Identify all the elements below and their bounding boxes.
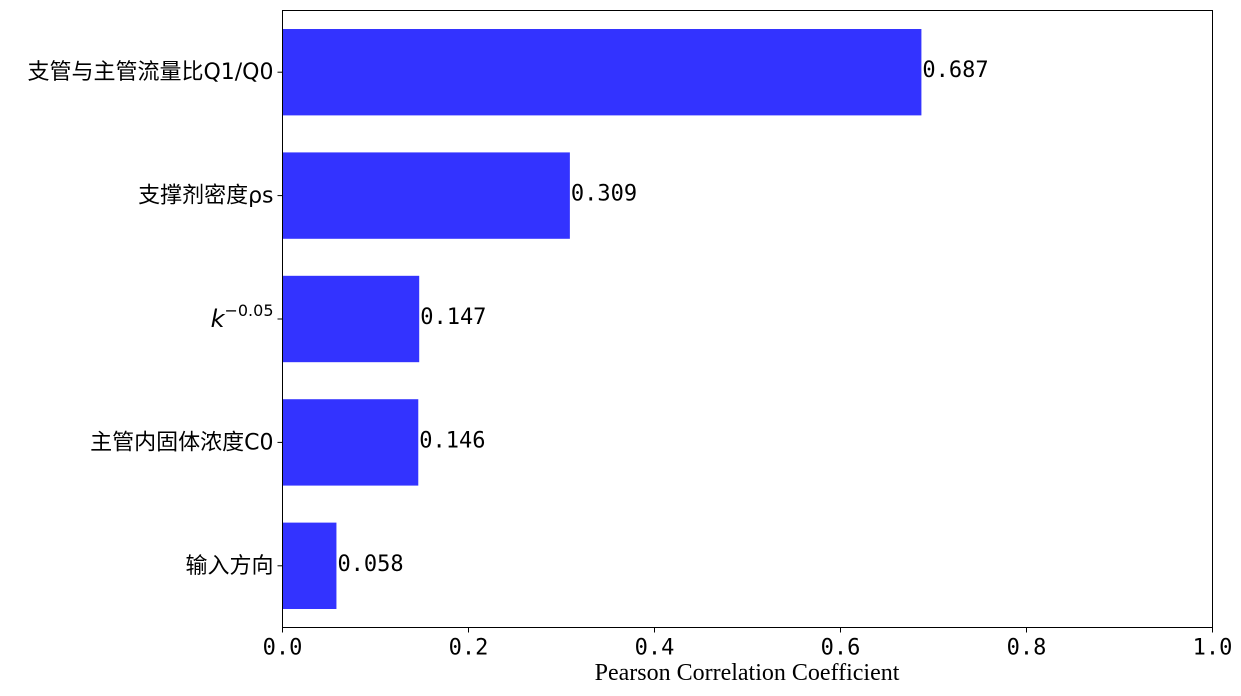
bar: [282, 399, 419, 486]
y-axis: 支管与主管流量比Q1/Q0 支撑剂密度ρs k−0.05 主管内固体浓度C0 输入方向: [27, 60, 283, 579]
x-tick-label: 1.0: [1193, 636, 1233, 661]
bar: [282, 152, 570, 239]
bar-value-label: 0.309: [571, 182, 637, 207]
x-tick-label: 0.6: [821, 636, 861, 661]
bar: [282, 29, 922, 116]
bar-value-label: 0.687: [922, 58, 988, 83]
bar-value-label: 0.146: [419, 428, 485, 453]
category-label: k−0.05: [211, 301, 274, 334]
x-axis: 0.0 0.2 0.4 0.6 0.8 1.0: [263, 627, 1233, 661]
plot-frame: [282, 10, 1213, 628]
category-label: 输入方向: [185, 554, 273, 579]
value-labels-layer: 0.687 0.309 0.147 0.146 0.058: [337, 58, 988, 577]
bar-value-label: 0.147: [420, 305, 486, 330]
bar: [282, 275, 420, 363]
bar-value-label: 0.058: [337, 552, 403, 577]
bar: [282, 522, 337, 609]
x-tick-label: 0.0: [263, 636, 303, 661]
x-axis-label: Pearson Correlation Coefficient: [595, 660, 900, 686]
x-tick-label: 0.4: [635, 636, 675, 661]
category-label: 主管内固体浓度C0: [90, 430, 273, 455]
category-label: 支撑剂密度ρs: [138, 184, 273, 209]
x-tick-label: 0.8: [1007, 636, 1047, 661]
bars-layer: [282, 29, 922, 609]
x-tick-label: 0.2: [449, 636, 489, 661]
category-label: 支管与主管流量比Q1/Q0: [27, 60, 273, 85]
